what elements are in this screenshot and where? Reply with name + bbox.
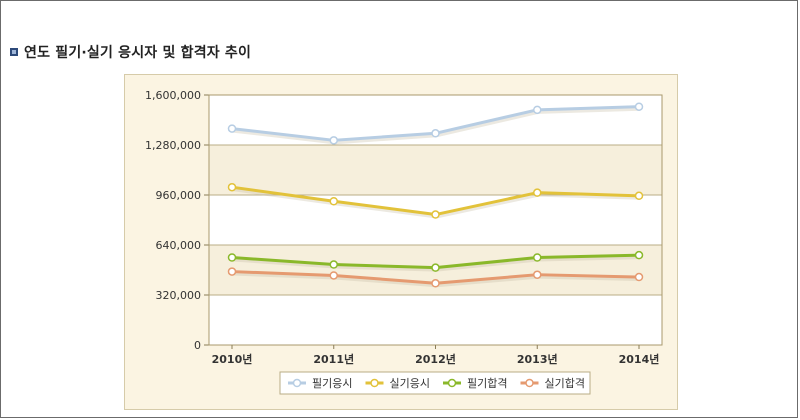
legend-label: 실기응시 — [390, 377, 430, 390]
data-point — [634, 191, 644, 201]
y-tick-label: 1,280,000 — [145, 139, 201, 152]
data-point — [431, 279, 440, 288]
data-point — [329, 197, 338, 206]
data-point — [533, 253, 542, 262]
x-tick-label: 2011년 — [313, 352, 354, 366]
y-tick-label: 960,000 — [156, 189, 202, 202]
data-point — [533, 270, 542, 279]
plot-band — [209, 195, 662, 245]
data-point — [227, 124, 237, 133]
section-header: 연도 필기·실기 응시자 및 합격자 추이 — [10, 42, 251, 62]
data-point — [329, 271, 338, 280]
data-point — [227, 253, 237, 262]
x-tick-label: 2012년 — [415, 352, 456, 366]
data-point — [533, 188, 542, 197]
data-point — [227, 267, 237, 276]
x-tick-label: 2013년 — [517, 352, 558, 366]
data-point — [227, 182, 237, 192]
y-tick-label: 1,600,000 — [145, 89, 201, 102]
legend-swatch-marker — [447, 378, 457, 388]
legend-swatch-marker — [370, 378, 379, 388]
plot-band — [209, 295, 662, 345]
square-bullet-icon — [10, 48, 18, 56]
data-point — [431, 210, 440, 219]
legend-label: 필기응시 — [312, 377, 352, 390]
data-point — [329, 136, 338, 145]
data-point — [431, 263, 440, 272]
data-point — [533, 105, 542, 115]
section-title: 연도 필기·실기 응시자 및 합격자 추이 — [24, 45, 252, 61]
data-point — [329, 260, 338, 269]
legend-swatch-marker — [292, 378, 302, 388]
legend-box — [279, 371, 591, 395]
data-point — [634, 272, 644, 282]
x-tick-label: 2014년 — [619, 352, 660, 366]
data-point — [634, 102, 644, 111]
y-tick-label: 0 — [194, 339, 201, 352]
legend-label: 필기합격 — [467, 377, 507, 390]
legend-label: 실기합격 — [545, 377, 585, 390]
data-point — [431, 129, 440, 138]
x-tick-label: 2010년 — [212, 352, 253, 366]
y-tick-label: 320,000 — [156, 289, 202, 302]
y-tick-label: 640,000 — [156, 239, 202, 252]
plot-band — [209, 145, 662, 195]
data-point — [634, 250, 644, 260]
legend-swatch-marker — [525, 378, 534, 388]
